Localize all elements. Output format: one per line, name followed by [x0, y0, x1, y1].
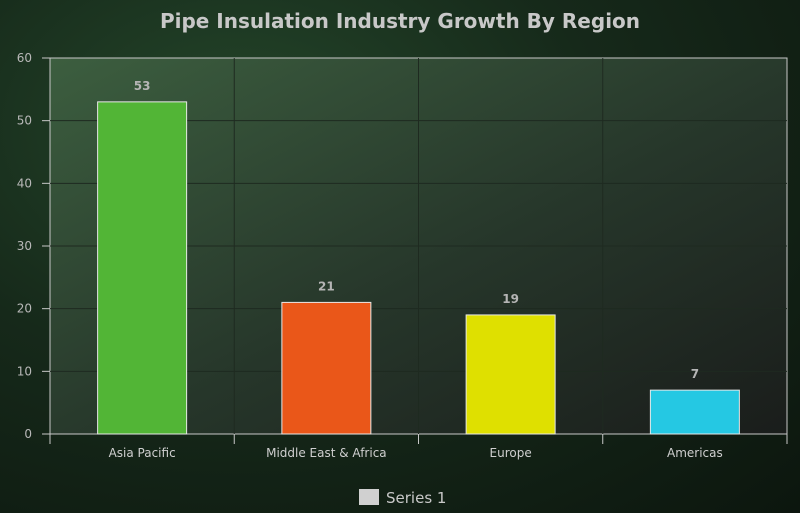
x-tick-label: Middle East & Africa	[266, 446, 387, 460]
chart-title: Pipe Insulation Industry Growth By Regio…	[160, 9, 640, 33]
bar	[465, 314, 556, 435]
y-tick-label: 60	[17, 51, 32, 65]
y-tick-label: 40	[17, 176, 32, 190]
data-label: 21	[318, 279, 335, 293]
y-tick-label: 20	[17, 302, 32, 316]
legend: Series 1	[359, 489, 446, 507]
data-label: 19	[502, 292, 519, 306]
axes	[42, 57, 788, 444]
bars	[97, 101, 740, 435]
bar	[649, 389, 740, 435]
x-tick-label: Asia Pacific	[109, 446, 176, 460]
x-tick-label: Europe	[490, 446, 532, 460]
y-tick-label: 50	[17, 114, 32, 128]
data-label: 53	[134, 79, 151, 93]
labels: 0 10 20 30 40 50 60 53 Asia Pacific 21 Middle East…	[17, 51, 723, 460]
y-tick-label: 30	[17, 239, 32, 253]
legend-label: Series 1	[386, 489, 446, 507]
legend-swatch	[359, 489, 379, 505]
y-tick-label: 10	[17, 364, 32, 378]
bar	[281, 301, 372, 435]
data-label: 7	[691, 367, 699, 381]
x-tick-label: Americas	[667, 446, 723, 460]
bar	[97, 101, 188, 435]
y-tick-label: 0	[24, 427, 32, 441]
